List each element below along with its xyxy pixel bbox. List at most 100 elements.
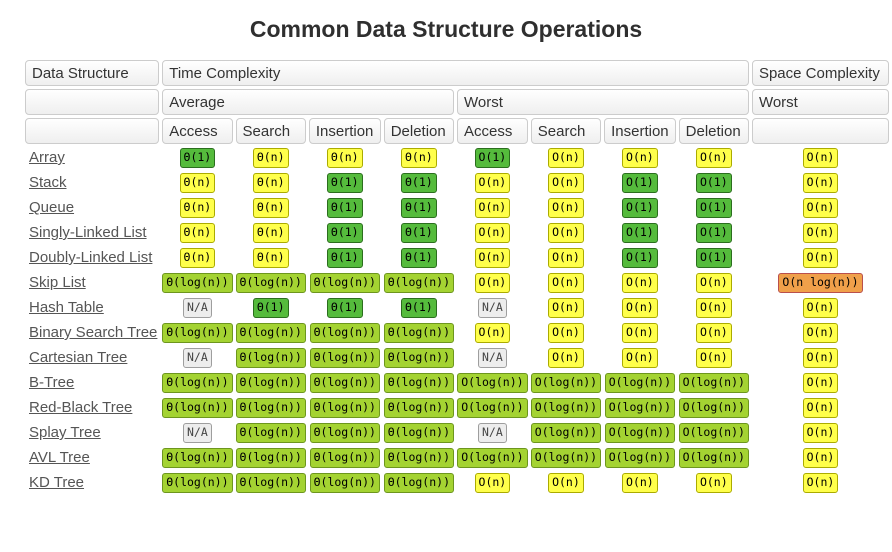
header-row-ops: Access Search Insertion Deletion Access … [25,118,889,144]
complexity-pill: Θ(n) [179,198,216,218]
complexity-cell: O(log(n)) [678,422,749,444]
table-row: Queue Θ(n) Θ(n) Θ(1) Θ(1) O(n) O(n) O(1)… [25,197,889,219]
data-structure-link[interactable]: KD Tree [29,474,85,491]
complexity-cell: O(1) [679,197,749,219]
complexity-cell: Θ(1) [309,197,381,219]
complexity-cell: O(n) [752,397,889,419]
complexity-pill: O(log(n)) [604,448,676,468]
complexity-pill: O(n) [622,473,658,493]
data-structure-cell: B-Tree [25,372,159,394]
complexity-pill: O(n) [622,323,658,343]
data-structure-link[interactable]: Hash Table [29,299,104,316]
header-op-worst-insertion: Insertion [604,118,676,144]
complexity-cell: O(1) [679,222,749,244]
complexity-cell: Θ(1) [236,297,306,319]
complexity-pill: Θ(1) [252,298,289,318]
table-row: Array Θ(1) Θ(n) Θ(n) Θ(n) O(1) O(n) O(n)… [25,147,889,169]
complexity-cell: Θ(log(n)) [235,347,306,369]
complexity-cell: Θ(n) [309,147,381,169]
header-worst: Worst [457,89,749,115]
table-row: Doubly-Linked List Θ(n) Θ(n) Θ(1) Θ(1) O… [25,247,889,269]
data-structure-link[interactable]: Doubly-Linked List [29,249,153,266]
complexity-pill: N/A [182,423,212,443]
table-row: Splay Tree N/A Θ(log(n)) Θ(log(n)) Θ(log… [25,422,889,444]
complexity-cell: Θ(1) [384,247,454,269]
complexity-cell: Θ(n) [384,147,454,169]
data-structure-link[interactable]: Stack [29,174,67,191]
complexity-cell: O(n) [752,347,889,369]
complexity-pill: O(n) [474,323,511,343]
complexity-cell: O(n) [531,147,601,169]
data-structure-link[interactable]: Queue [29,199,75,216]
complexity-pill: Θ(log(n)) [309,348,380,368]
data-structure-cell: KD Tree [25,472,159,494]
complexity-cell: O(1) [679,247,749,269]
data-structure-link[interactable]: Red-Black Tree [29,399,133,416]
complexity-pill: N/A [478,423,507,443]
complexity-cell: O(n) [752,197,889,219]
complexity-cell: O(log(n)) [530,397,602,419]
data-structure-link[interactable]: AVL Tree [29,449,90,466]
complexity-pill: O(n) [622,298,658,318]
complexity-pill: Θ(n) [179,223,216,243]
complexity-cell: Θ(log(n)) [235,372,306,394]
complexity-cell: Θ(log(n)) [383,447,454,469]
complexity-cell: Θ(1) [384,172,454,194]
complexity-cell: O(n) [531,222,601,244]
data-structure-link[interactable]: Binary Search Tree [29,324,158,341]
complexity-pill: O(n) [802,323,839,343]
header-op-worst-search: Search [530,118,602,144]
complexity-pill: Θ(1) [326,223,363,243]
complexity-cell: Θ(1) [384,297,454,319]
complexity-pill: Θ(log(n)) [235,273,306,293]
complexity-cell: O(n) [531,472,601,494]
complexity-cell: Θ(log(n)) [383,322,454,344]
complexity-pill: O(n) [802,423,839,443]
complexity-cell: O(n) [679,347,749,369]
complexity-cell: Θ(1) [162,147,232,169]
complexity-cell: O(log(n)) [457,372,528,394]
table-row: Hash Table N/A Θ(1) Θ(1) Θ(1) N/A O(n) O… [25,297,889,319]
complexity-cell: O(log(n)) [457,447,528,469]
data-structure-link[interactable]: Splay Tree [29,424,101,441]
complexity-pill: Θ(log(n)) [383,398,454,418]
header-empty-cell [25,118,160,144]
complexity-cell: O(n) [604,147,676,169]
complexity-pill: N/A [478,298,507,318]
complexity-cell: O(n) [604,472,676,494]
complexity-cell: Θ(n) [236,197,306,219]
complexity-cell: Θ(n) [162,172,232,194]
data-structure-link[interactable]: Singly-Linked List [29,224,147,241]
data-structure-cell: Array [25,147,159,169]
complexity-cell: O(1) [679,172,749,194]
data-structure-link[interactable]: B-Tree [29,374,75,391]
complexity-cell: Θ(1) [309,172,381,194]
complexity-pill: O(n) [802,398,839,418]
data-structure-link[interactable]: Skip List [29,274,86,291]
complexity-pill: Θ(log(n)) [383,273,454,293]
complexity-pill: Θ(1) [400,248,437,268]
page-title: Common Data Structure Operations [249,16,643,42]
complexity-cell: O(n) [679,472,749,494]
complexity-cell: Θ(log(n)) [309,272,381,294]
complexity-cell: O(log(n)) [530,447,602,469]
complexity-pill: O(n) [802,198,839,218]
data-structure-cell: Skip List [25,272,159,294]
complexity-cell: Θ(log(n)) [235,422,306,444]
complexity-cell: O(n) [679,147,749,169]
complexity-pill: N/A [182,298,212,318]
table-header: Data Structure Time Complexity Space Com… [25,60,889,144]
complexity-pill: Θ(log(n)) [383,448,454,468]
complexity-pill: Θ(log(n)) [383,373,454,393]
complexity-pill: O(n) [622,348,658,368]
table-row: Cartesian Tree N/A Θ(log(n)) Θ(log(n)) Θ… [25,347,889,369]
complexity-pill: O(n) [622,273,658,293]
header-time-complexity: Time Complexity [162,60,749,86]
data-structure-link[interactable]: Array [29,149,65,166]
complexity-cell: O(n) [752,222,889,244]
complexity-cell: Θ(n) [236,222,306,244]
complexity-pill: O(1) [622,248,658,268]
complexity-cell: N/A [457,422,528,444]
complexity-pill: O(n) [474,273,511,293]
data-structure-link[interactable]: Cartesian Tree [29,349,128,366]
